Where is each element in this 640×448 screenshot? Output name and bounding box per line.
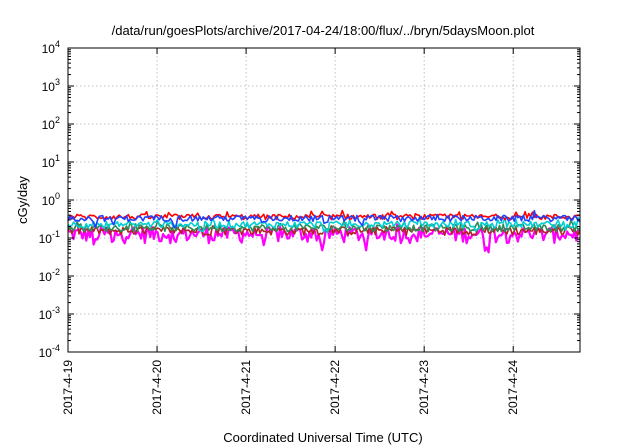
y-tick-exponent: 0 [55, 191, 60, 201]
y-tick-mantissa: 10 [42, 194, 56, 208]
y-tick-mantissa: 10 [42, 42, 56, 56]
y-tick-exponent: -3 [52, 305, 60, 315]
x-axis-title: Coordinated Universal Time (UTC) [223, 430, 422, 445]
y-tick-label: 10-4 [39, 343, 60, 360]
y-tick-exponent: 2 [55, 115, 60, 125]
series-line [67, 216, 581, 234]
x-axis-ticks: 2017-4-19 2017-4-20 2017-4-21 2017-4-22 2017… [61, 48, 520, 415]
y-tick-exponent: 3 [55, 77, 60, 87]
x-tick-label: 2017-4-21 [239, 360, 253, 415]
series-line [67, 223, 581, 254]
y-axis-title: cGy/day [15, 176, 30, 224]
x-tick-label: 2017-4-23 [417, 360, 431, 415]
y-tick-label: 10-3 [39, 305, 60, 322]
y-tick-exponent: -2 [52, 267, 60, 277]
x-tick-label: 2017-4-19 [61, 360, 75, 415]
y-tick-mantissa: 10 [39, 232, 53, 246]
y-tick-mantissa: 10 [42, 80, 56, 94]
y-tick-mantissa: 10 [39, 308, 53, 322]
y-tick-label: 100 [42, 191, 60, 208]
y-tick-mantissa: 10 [39, 346, 53, 360]
y-tick-label: 104 [42, 39, 60, 56]
y-tick-label: 101 [42, 153, 60, 170]
y-tick-label: 10-1 [39, 229, 60, 246]
series-layer [67, 209, 581, 254]
y-tick-mantissa: 10 [42, 118, 56, 132]
y-tick-label: 103 [42, 77, 60, 94]
x-tick-label: 2017-4-24 [506, 360, 520, 415]
x-tick-label: 2017-4-20 [150, 360, 164, 415]
y-tick-exponent: -4 [52, 343, 60, 353]
series-line [67, 209, 581, 229]
grid-lines [67, 48, 580, 352]
x-tick-label: 2017-4-22 [328, 360, 342, 415]
y-tick-label: 10-2 [39, 267, 60, 284]
y-tick-mantissa: 10 [42, 156, 56, 170]
y-tick-exponent: 1 [55, 153, 60, 163]
chart-title: /data/run/goesPlots/archive/2017-04-24/1… [112, 23, 535, 38]
y-tick-mantissa: 10 [39, 270, 53, 284]
y-tick-exponent: 4 [55, 39, 60, 49]
y-tick-label: 102 [42, 115, 60, 132]
y-tick-exponent: -1 [52, 229, 60, 239]
